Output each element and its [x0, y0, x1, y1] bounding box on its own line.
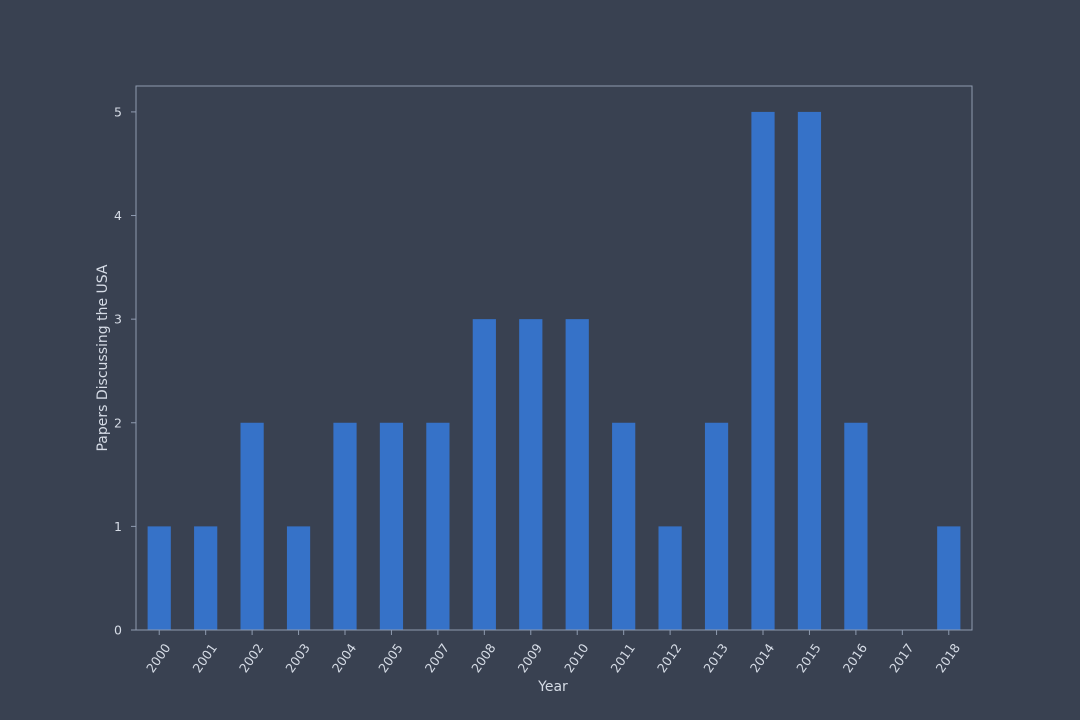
x-tick-label: 2017	[886, 641, 917, 676]
bar-2004	[333, 422, 357, 630]
x-tick-label: 2008	[468, 641, 499, 676]
bar-2002	[240, 422, 264, 630]
x-tick-label: 2016	[840, 641, 871, 676]
axes-layer	[135, 85, 973, 631]
bar-2010	[565, 319, 589, 630]
bar-2007	[426, 422, 450, 630]
x-tick-label: 2009	[515, 641, 546, 676]
bar-2011	[612, 422, 636, 630]
bar-2016	[844, 422, 868, 630]
bar-2014	[751, 111, 775, 630]
bar-2018	[937, 526, 961, 630]
y-tick-label: 3	[114, 312, 122, 327]
y-tick-label: 1	[114, 519, 122, 534]
y-tick-label: 5	[114, 104, 122, 119]
x-tick-label: 2018	[933, 641, 964, 676]
x-tick-label: 2007	[422, 641, 453, 676]
bar-2008	[472, 319, 496, 630]
x-tick-label: 2002	[236, 641, 267, 676]
bar-2009	[519, 319, 543, 630]
y-tick-label: 0	[114, 623, 122, 638]
x-tick-label: 2011	[607, 641, 638, 676]
bars-layer	[147, 111, 961, 630]
x-tick-label: 2013	[700, 641, 731, 676]
bar-2005	[379, 422, 404, 630]
x-tick-label: 2014	[747, 641, 778, 676]
y-axis-label: Papers Discussing the USA	[95, 264, 111, 451]
x-tick-label: 2015	[793, 641, 824, 676]
x-tick-label: 2001	[189, 641, 220, 676]
x-tick-label: 2000	[143, 641, 174, 676]
y-tick-label: 4	[114, 208, 122, 223]
bar-2013	[704, 422, 729, 630]
plot-frame	[135, 85, 973, 631]
bar-2001	[194, 526, 218, 630]
bar-2012	[658, 526, 682, 630]
bar-2000	[147, 526, 171, 630]
x-tick-label: 2005	[375, 641, 406, 676]
x-tick-label: 2004	[329, 641, 360, 676]
bar-2003	[286, 526, 311, 630]
x-tick-label: 2012	[654, 641, 685, 676]
x-tick-label: 2010	[561, 641, 592, 676]
x-axis-label: Year	[537, 679, 568, 695]
x-tick-label: 2003	[282, 641, 313, 676]
bar-2015	[797, 111, 822, 630]
y-tick-label: 2	[114, 415, 122, 430]
